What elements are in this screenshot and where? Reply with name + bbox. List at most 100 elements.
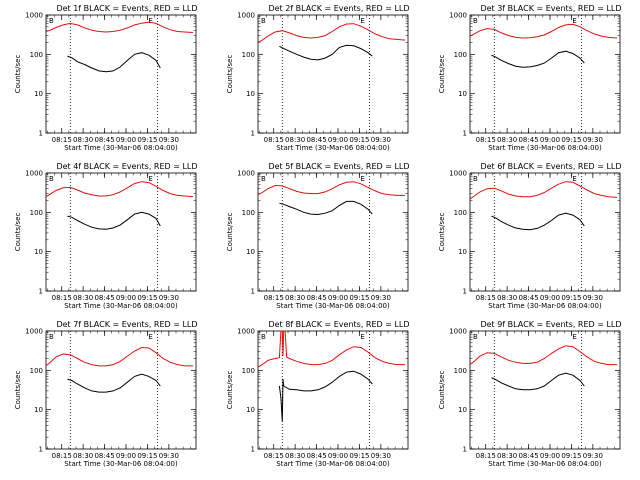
marker-b: B	[49, 17, 54, 25]
marker-b: B	[473, 175, 478, 183]
x-tick-label: 09:15	[349, 452, 369, 460]
x-axis-label: Start Time (30-Mar-06 08:04:00)	[276, 144, 390, 152]
x-axis-label: Start Time (30-Mar-06 08:04:00)	[488, 460, 602, 468]
x-tick-label: 09:30	[371, 452, 391, 460]
y-tick-label: 1000	[237, 170, 255, 178]
x-tick-label: 09:00	[540, 136, 560, 144]
lld-series-line	[469, 181, 618, 200]
x-tick-label: 08:45	[518, 452, 538, 460]
marker-b: B	[473, 17, 478, 25]
plot-frame	[45, 14, 197, 134]
y-tick-label: 100	[30, 209, 43, 217]
marker-b: B	[473, 333, 478, 341]
x-tick-label: 08:45	[94, 294, 114, 302]
marker-b: B	[261, 17, 266, 25]
x-tick-label: 09:30	[159, 452, 179, 460]
y-tick-label: 100	[242, 51, 255, 59]
x-tick-label: 09:30	[583, 136, 603, 144]
x-tick-label: 08:30	[497, 294, 517, 302]
x-axis-label: Start Time (30-Mar-06 08:04:00)	[64, 302, 178, 310]
y-tick-label: 1000	[449, 12, 467, 20]
y-tick-label: 10	[246, 406, 255, 414]
plot-frame	[45, 172, 197, 292]
y-axis-label: Counts/sec	[226, 55, 234, 94]
events-series-line	[67, 52, 161, 73]
x-tick-label: 09:30	[371, 294, 391, 302]
x-tick-label: 09:30	[583, 294, 603, 302]
chart-panel: Det 7f BLACK = Events, RED = LLD 1 10 100 10…	[14, 320, 198, 468]
chart-title: Det 6f BLACK = Events, RED = LLD	[480, 162, 621, 171]
chart-title: Det 8f BLACK = Events, RED = LLD	[268, 320, 409, 329]
x-tick-label: 08:45	[306, 136, 326, 144]
x-axis-label: Start Time (30-Mar-06 08:04:00)	[276, 302, 390, 310]
marker-e: E	[360, 175, 364, 183]
y-axis-label: Counts/sec	[226, 213, 234, 252]
x-tick-label: 08:15	[264, 294, 284, 302]
events-series-line	[278, 370, 373, 422]
marker-e: E	[572, 333, 576, 341]
y-tick-label: 1000	[25, 12, 43, 20]
lld-series-line	[45, 181, 194, 198]
x-tick-label: 08:15	[52, 294, 72, 302]
lld-series-line	[257, 330, 406, 368]
x-tick-label: 08:45	[306, 452, 326, 460]
lld-series-line	[45, 21, 194, 33]
y-tick-label: 1	[463, 446, 467, 454]
chart-panel: Det 8f BLACK = Events, RED = LLD 1 10 100 10…	[226, 320, 410, 468]
x-tick-label: 08:30	[285, 294, 305, 302]
x-tick-label: 09:00	[328, 452, 348, 460]
x-tick-label: 08:15	[476, 452, 496, 460]
x-tick-label: 09:00	[328, 136, 348, 144]
x-tick-label: 09:00	[116, 452, 136, 460]
x-tick-label: 09:00	[540, 452, 560, 460]
x-tick-label: 09:00	[540, 294, 560, 302]
chart-title: Det 2f BLACK = Events, RED = LLD	[268, 4, 409, 13]
events-series-line	[279, 200, 373, 216]
x-axis-label: Start Time (30-Mar-06 08:04:00)	[488, 144, 602, 152]
x-tick-label: 09:30	[159, 136, 179, 144]
events-series-line	[491, 212, 585, 231]
y-tick-label: 1000	[449, 170, 467, 178]
x-tick-label: 09:30	[159, 294, 179, 302]
events-series-line	[279, 44, 373, 61]
y-axis-label: Counts/sec	[438, 55, 446, 94]
y-tick-label: 1000	[237, 12, 255, 20]
lld-series-line	[257, 23, 406, 43]
chart-panel: Det 5f BLACK = Events, RED = LLD 1 10 100 10…	[226, 162, 410, 310]
y-tick-label: 10	[458, 90, 467, 98]
x-tick-label: 08:30	[73, 136, 93, 144]
y-axis-label: Counts/sec	[14, 55, 22, 94]
x-tick-label: 08:30	[73, 452, 93, 460]
chart-title: Det 1f BLACK = Events, RED = LLD	[56, 4, 197, 13]
x-tick-label: 09:15	[349, 294, 369, 302]
chart-title: Det 7f BLACK = Events, RED = LLD	[56, 320, 197, 329]
x-tick-label: 09:30	[371, 136, 391, 144]
x-tick-label: 09:15	[137, 136, 157, 144]
marker-e: E	[148, 17, 152, 25]
lld-series-line	[469, 23, 618, 39]
plot-frame	[469, 14, 621, 134]
x-axis-label: Start Time (30-Mar-06 08:04:00)	[488, 302, 602, 310]
lld-series-line	[45, 346, 194, 367]
y-tick-label: 10	[458, 406, 467, 414]
y-tick-label: 1000	[449, 328, 467, 336]
x-tick-label: 08:15	[476, 136, 496, 144]
y-tick-label: 100	[454, 209, 467, 217]
y-tick-label: 1	[463, 130, 467, 138]
marker-e: E	[360, 333, 364, 341]
y-axis-label: Counts/sec	[14, 213, 22, 252]
x-tick-label: 09:15	[137, 452, 157, 460]
marker-b: B	[49, 175, 54, 183]
x-tick-label: 08:45	[518, 294, 538, 302]
y-tick-label: 1	[251, 130, 255, 138]
marker-e: E	[572, 17, 576, 25]
y-tick-label: 100	[30, 51, 43, 59]
chart-panel: Det 2f BLACK = Events, RED = LLD 1 10 100 10…	[226, 4, 410, 152]
x-tick-label: 08:30	[497, 136, 517, 144]
chart-panel: Det 3f BLACK = Events, RED = LLD 1 10 100 10…	[438, 4, 622, 152]
y-tick-label: 100	[454, 367, 467, 375]
y-tick-label: 100	[242, 367, 255, 375]
events-series-line	[491, 372, 585, 391]
x-tick-label: 08:45	[94, 136, 114, 144]
plot-frame	[257, 14, 409, 134]
